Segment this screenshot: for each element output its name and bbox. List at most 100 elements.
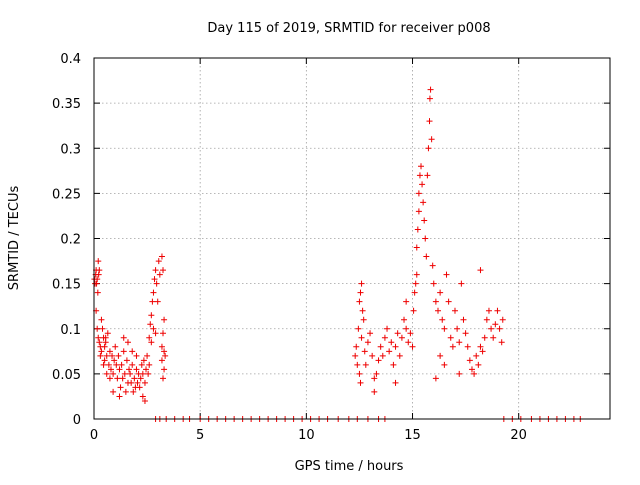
data-point [106,348,113,355]
data-point [115,352,122,359]
data-point [394,330,401,337]
data-point [127,370,134,377]
data-point [462,330,469,337]
data-point [110,388,117,395]
data-point [421,217,428,224]
data-point [106,375,113,382]
data-point [356,370,363,377]
y-tick-label: 0.3 [60,142,81,157]
data-point [119,375,126,382]
data-point [460,316,467,323]
data-point [101,357,108,364]
y-tick-label: 0.2 [60,233,81,248]
data-point [498,339,505,346]
data-point [94,325,101,332]
data-point [139,393,146,400]
data-point [156,271,163,278]
plot-frame [93,57,611,420]
data-point [148,339,155,346]
data-point [418,163,425,170]
data-point [458,280,465,287]
data-point [473,352,480,359]
data-point [360,316,367,323]
data-point [392,379,399,386]
data-point [131,375,138,382]
data-point [396,352,403,359]
data-point [128,379,135,386]
data-point [158,253,165,260]
data-point [454,325,461,332]
data-point [412,280,419,287]
data-point [161,366,168,373]
data-point [111,357,118,364]
data-point [456,370,463,377]
data-point [150,325,157,332]
data-points [91,86,584,422]
data-point [413,244,420,251]
data-point [359,307,366,314]
data-point [456,339,463,346]
data-point [379,352,386,359]
data-point [492,321,499,328]
data-point [353,343,360,350]
data-point [415,190,422,197]
x-tick-label: 0 [90,428,98,443]
data-point [494,307,501,314]
y-tick-label: 0.4 [60,52,81,67]
data-point [138,361,145,368]
data-point [398,334,405,341]
y-tick-label: 0 [73,413,81,428]
data-point [146,334,153,341]
data-point [424,172,431,179]
data-point [147,321,154,328]
y-tick-label: 0.35 [52,97,81,112]
data-point [155,258,162,265]
chart-title: Day 115 of 2019, SRMTID for receiver p00… [207,21,490,36]
data-point [426,95,433,102]
data-point [415,208,422,215]
data-point [364,339,371,346]
data-point [437,289,444,296]
data-point [95,334,102,341]
data-point [112,343,119,350]
data-point [416,172,423,179]
data-point [481,334,488,341]
data-point [371,375,378,382]
data-point [419,181,426,188]
data-point [373,370,380,377]
data-point [369,352,376,359]
x-tick-label: 10 [298,428,315,443]
data-point [161,348,168,355]
y-tick-label: 0.05 [52,368,81,383]
data-point [95,271,102,278]
data-point [422,235,429,242]
data-point [146,361,153,368]
data-point [356,298,363,305]
data-point [410,307,417,314]
data-point [116,393,123,400]
data-point [94,289,101,296]
data-point [109,352,116,359]
data-point [354,361,361,368]
data-point [93,280,100,287]
y-tick-label: 0.15 [52,278,81,293]
data-point [150,289,157,296]
data-point [485,307,492,314]
data-point [496,325,503,332]
data-point [432,298,439,305]
data-point [471,370,478,377]
data-point [420,199,427,206]
data-point [358,334,365,341]
data-point [120,348,127,355]
data-point [435,307,441,314]
data-point [352,352,359,359]
data-point [103,352,110,359]
data-point [358,280,365,287]
data-point [107,366,114,373]
data-point [483,316,490,323]
data-point [94,276,101,283]
data-point [139,370,146,377]
data-point [96,339,103,346]
data-point [102,334,109,341]
